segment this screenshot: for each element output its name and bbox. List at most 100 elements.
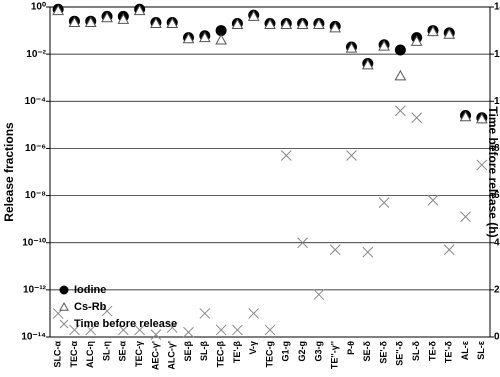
x-tick-label: AL-ε bbox=[460, 340, 470, 360]
point bbox=[296, 18, 309, 30]
x-tick-label: SL-ε bbox=[476, 340, 486, 359]
point bbox=[69, 324, 80, 336]
x-tick-label: TEC-β bbox=[215, 341, 225, 368]
point bbox=[280, 18, 293, 30]
point bbox=[313, 18, 325, 30]
point bbox=[427, 194, 439, 206]
x-tick-label: TE-δ bbox=[427, 340, 437, 360]
x-tick-label: TEC-α bbox=[69, 341, 79, 368]
point bbox=[183, 326, 194, 338]
x-tick-label: TEC-γ bbox=[134, 341, 144, 367]
point bbox=[166, 17, 179, 28]
point bbox=[215, 324, 227, 336]
y2-tick-label: 60 bbox=[494, 190, 500, 201]
point bbox=[443, 244, 455, 256]
x-tick-label: TE''-γ'' bbox=[330, 341, 340, 369]
y2-tick-label: 140 bbox=[494, 2, 500, 13]
point bbox=[476, 159, 488, 171]
point bbox=[215, 33, 227, 45]
point bbox=[460, 211, 471, 223]
x-tick-label: SL-η bbox=[101, 341, 111, 361]
point bbox=[68, 16, 81, 27]
point bbox=[84, 16, 97, 27]
point bbox=[394, 69, 407, 81]
x-tick-label: SE''-δ bbox=[395, 340, 405, 365]
y-tick-label: 10⁻¹² bbox=[23, 284, 47, 295]
y-tick-label: 10⁻¹⁴ bbox=[21, 332, 46, 343]
point bbox=[378, 197, 390, 208]
x-tick-label: TE'-δ bbox=[444, 340, 454, 363]
x-tick-label: SE-α bbox=[118, 341, 128, 362]
x-tick-label: SLC-α bbox=[53, 341, 63, 368]
point bbox=[248, 308, 260, 319]
point bbox=[394, 44, 406, 56]
point bbox=[361, 58, 374, 70]
x-tick-label: SL-β bbox=[199, 341, 209, 361]
y-tick-label: 10⁻⁸ bbox=[25, 190, 46, 201]
x-tick-label: TE'-β bbox=[232, 341, 242, 364]
point bbox=[198, 31, 211, 43]
x-tick-label: G1-g bbox=[281, 341, 291, 362]
point bbox=[117, 13, 130, 24]
point bbox=[297, 237, 308, 249]
point bbox=[52, 4, 64, 16]
point bbox=[378, 40, 390, 51]
x-tick-label: G2-g bbox=[297, 341, 307, 362]
y2-tick-label: 20 bbox=[494, 284, 500, 295]
y-tick-label: 10⁻¹⁰ bbox=[22, 237, 46, 248]
x-tick-label: SE-β bbox=[183, 340, 193, 361]
y-tick-label: 10⁻⁴ bbox=[25, 96, 46, 107]
x-tick-label: SL-δ bbox=[411, 340, 421, 360]
y-tick-label: 10⁰ bbox=[31, 2, 46, 13]
point bbox=[329, 21, 342, 33]
point bbox=[101, 11, 113, 23]
point bbox=[313, 289, 325, 300]
legend-marker bbox=[59, 301, 69, 311]
point bbox=[231, 18, 244, 30]
point bbox=[247, 10, 260, 21]
point bbox=[232, 324, 243, 336]
y-axis-label: Release fractions bbox=[2, 122, 16, 222]
point bbox=[346, 150, 357, 161]
y-tick-label: 10⁻² bbox=[26, 49, 46, 60]
point bbox=[280, 150, 292, 161]
point bbox=[395, 105, 406, 117]
point bbox=[134, 324, 145, 336]
x-tick-label: G3-g bbox=[313, 341, 323, 362]
y2-tick-label: 40 bbox=[494, 237, 500, 248]
y2-axis-label: Time before release (h) bbox=[486, 106, 500, 237]
point bbox=[427, 25, 439, 37]
point bbox=[166, 322, 178, 333]
point bbox=[476, 112, 488, 124]
point bbox=[459, 110, 472, 122]
y-tick-label: 10⁻⁶ bbox=[25, 143, 46, 154]
legend-marker bbox=[59, 285, 69, 295]
x-tick-label: P-θ bbox=[346, 341, 356, 355]
point bbox=[150, 17, 162, 28]
legend-label: Iodine bbox=[74, 284, 106, 296]
point bbox=[345, 42, 358, 53]
point bbox=[133, 4, 146, 16]
x-tick-label: ALC-γ' bbox=[167, 341, 177, 370]
legend-marker bbox=[59, 319, 69, 329]
legend-label: Cs-Rb bbox=[74, 301, 107, 313]
y2-tick-label: 80 bbox=[494, 143, 500, 154]
point bbox=[443, 28, 456, 39]
point bbox=[150, 329, 162, 340]
point bbox=[411, 112, 423, 124]
point bbox=[199, 308, 211, 319]
x-tick-label: TEC-g bbox=[264, 341, 274, 368]
y2-tick-label: 0 bbox=[494, 332, 500, 343]
x-tick-label: V-γ bbox=[248, 341, 258, 355]
point bbox=[264, 18, 276, 30]
x-tick-label: ALC-η bbox=[85, 341, 95, 368]
point bbox=[117, 324, 129, 336]
point bbox=[329, 244, 341, 256]
point bbox=[101, 305, 113, 317]
point bbox=[182, 32, 195, 44]
point bbox=[410, 35, 423, 46]
x-tick-label: SE-δ bbox=[362, 340, 372, 361]
legend-label: Time before release bbox=[74, 318, 177, 330]
point bbox=[85, 324, 97, 336]
